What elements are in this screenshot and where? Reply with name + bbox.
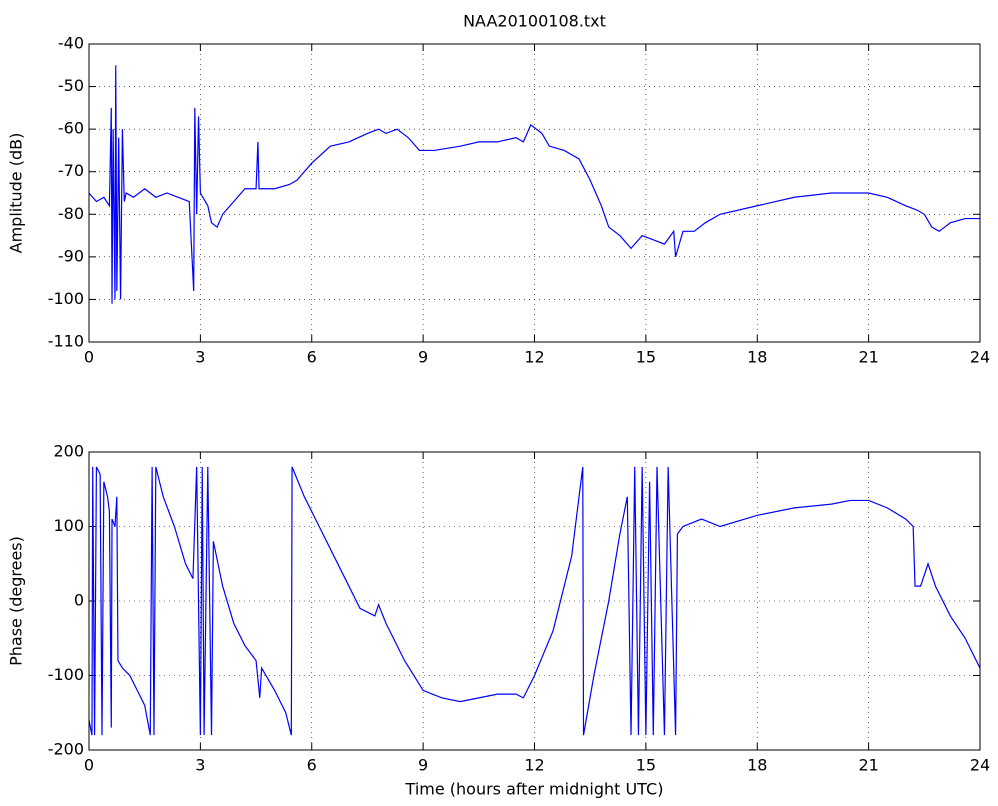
y-tick-label: -200 xyxy=(48,740,84,759)
y-axis-label: Amplitude (dB) xyxy=(7,133,26,254)
x-tick-label: 15 xyxy=(636,348,656,367)
y-tick-label: -100 xyxy=(48,665,84,684)
x-tick-label: 21 xyxy=(858,756,878,775)
y-tick-label: -110 xyxy=(48,332,84,351)
data-line xyxy=(88,65,980,304)
y-tick-label: -60 xyxy=(58,119,84,138)
x-tick-label: 21 xyxy=(858,348,878,367)
x-tick-label: 24 xyxy=(970,756,990,775)
x-tick-label: 12 xyxy=(524,348,544,367)
y-tick-label: -40 xyxy=(58,34,84,53)
axes-frame xyxy=(88,451,981,751)
y-tick-label: -90 xyxy=(58,246,84,265)
data-line xyxy=(88,466,981,736)
axes-frame xyxy=(88,43,981,343)
x-tick-label: 15 xyxy=(636,756,656,775)
y-tick-label: -50 xyxy=(58,76,84,95)
x-tick-label: 18 xyxy=(747,756,767,775)
x-axis-label: Time (hours after midnight UTC) xyxy=(405,780,664,799)
x-tick-label: 18 xyxy=(747,348,767,367)
x-tick-label: 0 xyxy=(84,348,94,367)
x-tick-label: 12 xyxy=(524,756,544,775)
y-tick-label: 0 xyxy=(74,591,84,610)
x-tick-label: 0 xyxy=(84,756,94,775)
y-tick-label: -70 xyxy=(58,161,84,180)
x-tick-label: 9 xyxy=(418,756,428,775)
x-tick-label: 3 xyxy=(195,756,205,775)
y-tick-label: 100 xyxy=(53,516,84,535)
y-tick-label: -100 xyxy=(48,289,84,308)
x-tick-label: 6 xyxy=(307,756,317,775)
y-axis-label: Phase (degrees) xyxy=(7,536,26,666)
y-tick-label: -80 xyxy=(58,204,84,223)
x-tick-label: 6 xyxy=(307,348,317,367)
x-tick-label: 3 xyxy=(195,348,205,367)
x-tick-label: 24 xyxy=(970,348,990,367)
chart-title: NAA20100108.txt xyxy=(463,12,606,31)
x-tick-label: 9 xyxy=(418,348,428,367)
y-tick-label: 200 xyxy=(53,442,84,461)
